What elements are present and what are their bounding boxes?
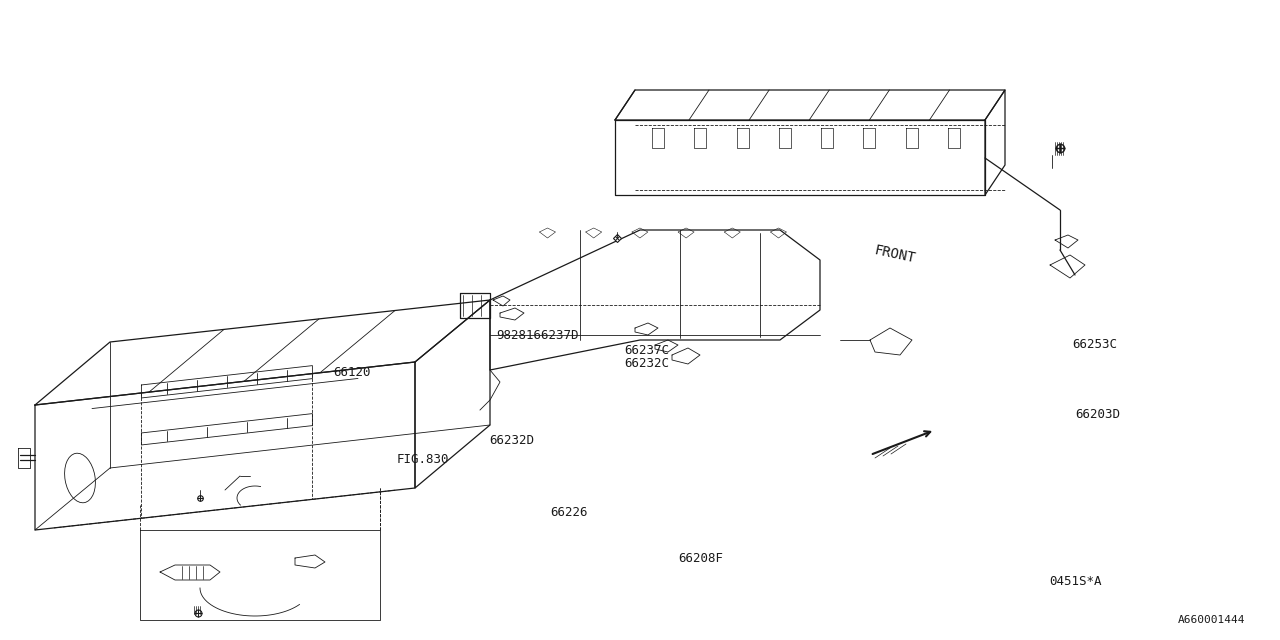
- Text: 66253C: 66253C: [1073, 338, 1117, 351]
- Text: 66120: 66120: [333, 366, 370, 379]
- Text: 66203D: 66203D: [1075, 408, 1120, 421]
- Text: A660001444: A660001444: [1178, 615, 1245, 625]
- Text: 66226: 66226: [550, 506, 588, 518]
- Text: FRONT: FRONT: [873, 243, 916, 266]
- Text: 9828166237D: 9828166237D: [497, 329, 579, 342]
- Text: 0451S*A: 0451S*A: [1050, 575, 1102, 588]
- Text: 66237C: 66237C: [625, 344, 669, 357]
- Text: 66232C: 66232C: [625, 357, 669, 370]
- Text: 66208F: 66208F: [678, 552, 723, 564]
- Text: 66232D: 66232D: [489, 434, 534, 447]
- Text: FIG.830: FIG.830: [397, 453, 449, 466]
